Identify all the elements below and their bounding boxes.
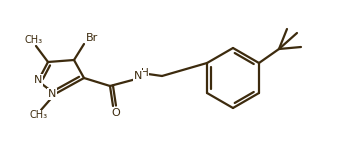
Text: N: N: [48, 89, 56, 99]
Text: CH₃: CH₃: [30, 110, 48, 120]
Text: N: N: [134, 71, 142, 81]
Text: N: N: [34, 75, 42, 85]
Text: Br: Br: [86, 33, 98, 43]
Text: H: H: [141, 68, 149, 78]
Text: O: O: [112, 108, 120, 118]
Text: CH₃: CH₃: [25, 35, 43, 45]
